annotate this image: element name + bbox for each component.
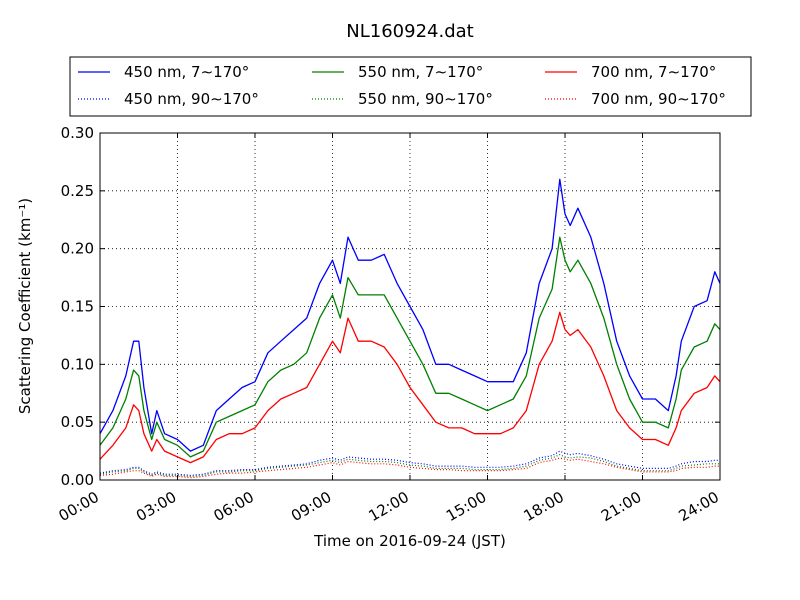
x-tick-label: 06:00 — [211, 488, 257, 525]
x-tick-label: 09:00 — [288, 488, 334, 525]
x-axis-label: Time on 2016-09-24 (JST) — [313, 532, 506, 550]
series-line-2 — [99, 311, 721, 464]
series-line-3 — [99, 450, 720, 476]
y-tick-label: 0.25 — [61, 182, 94, 200]
legend-label-0: 450 nm, 7∼170° — [124, 63, 249, 81]
legend-label-2: 700 nm, 7∼170° — [591, 63, 716, 81]
legend-label-3: 450 nm, 90∼170° — [124, 90, 259, 108]
y-tick-label: 0.30 — [61, 124, 94, 142]
legend-label-1: 550 nm, 7∼170° — [358, 63, 483, 81]
legend-box — [69, 56, 752, 117]
x-tick-label: 24:00 — [676, 488, 722, 525]
x-tick-label: 21:00 — [598, 488, 644, 525]
y-tick-label: 0.20 — [61, 240, 94, 258]
x-tick-label: 12:00 — [366, 488, 412, 525]
series-layer — [99, 178, 721, 479]
series-line-5 — [99, 457, 720, 479]
ticks — [99, 132, 721, 481]
y-tick-label: 0.15 — [61, 298, 94, 316]
y-tick-label: 0.05 — [61, 413, 94, 431]
tick-labels: 00:00 03:00 06:00 09:00 12:00 15:00 18:00 21:00… — [56, 124, 722, 525]
y-tick-label: 0.10 — [61, 355, 94, 373]
legend-label-4: 550 nm, 90∼170° — [358, 90, 493, 108]
chart-title: NL160924.dat — [346, 21, 473, 42]
x-tick-label: 03:00 — [133, 488, 179, 525]
legend-label-5: 700 nm, 90∼170° — [591, 90, 726, 108]
x-tick-label: 00:00 — [56, 488, 102, 525]
y-tick-label: 0.00 — [61, 471, 94, 489]
legend: 450 nm, 7∼170° 550 nm, 7∼170° 700 nm, 7∼17… — [69, 56, 752, 117]
x-tick-label: 15:00 — [443, 488, 489, 525]
x-tick-label: 18:00 — [521, 488, 567, 525]
series-line-0 — [99, 178, 721, 452]
series-line-1 — [99, 236, 721, 458]
y-axis-label: Scattering Coefficient (km⁻¹) — [16, 198, 34, 414]
